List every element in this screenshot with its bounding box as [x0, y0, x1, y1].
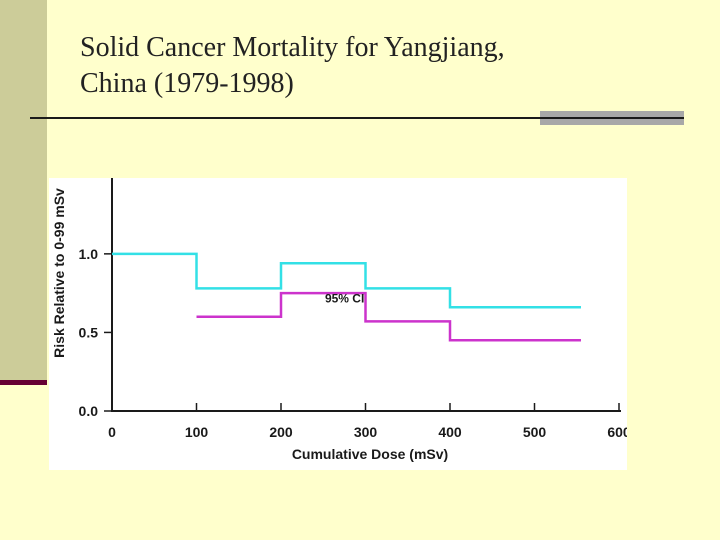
title-divider-rule	[30, 117, 542, 119]
x-tick-label: 600	[607, 424, 627, 440]
x-tick-label: 400	[438, 424, 462, 440]
ci-annotation: 95% CI	[325, 292, 364, 306]
slide-left-accent-bar	[0, 0, 47, 382]
x-tick-label: 300	[354, 424, 378, 440]
step-chart: 0 100 200 300 400 500 600 0.0 0.5 1.0 95% CI Cum…	[51, 178, 631, 462]
series-upper-line	[112, 252, 581, 309]
x-tick-label: 500	[523, 424, 547, 440]
y-tick-label: 0.0	[79, 403, 99, 419]
y-axis-label: Risk Relative to 0-99 mSv	[51, 188, 67, 358]
x-tick-label: 200	[269, 424, 293, 440]
slide-title: Solid Cancer Mortality for Yangjiang, Ch…	[80, 30, 680, 102]
slide-title-line2: China (1979-1998)	[80, 68, 294, 99]
x-axis-label: Cumulative Dose (mSv)	[292, 446, 448, 462]
x-ticks: 0 100 200 300 400 500 600	[108, 403, 631, 440]
series-lower-line	[196, 291, 581, 342]
y-tick-label: 1.0	[79, 246, 99, 262]
chart-panel: 0 100 200 300 400 500 600 0.0 0.5 1.0 95% CI Cum…	[49, 178, 631, 470]
title-divider-rule-right	[540, 117, 684, 119]
annotation-layer: 95% CI	[325, 292, 364, 306]
series-layer	[112, 252, 581, 342]
x-tick-label: 100	[185, 424, 209, 440]
y-tick-label: 0.5	[79, 324, 99, 340]
y-ticks: 0.0 0.5 1.0	[79, 246, 112, 419]
x-tick-label: 0	[108, 424, 116, 440]
slide-title-line1: Solid Cancer Mortality for Yangjiang,	[80, 32, 505, 63]
slide-left-accent-shadow	[0, 380, 47, 385]
